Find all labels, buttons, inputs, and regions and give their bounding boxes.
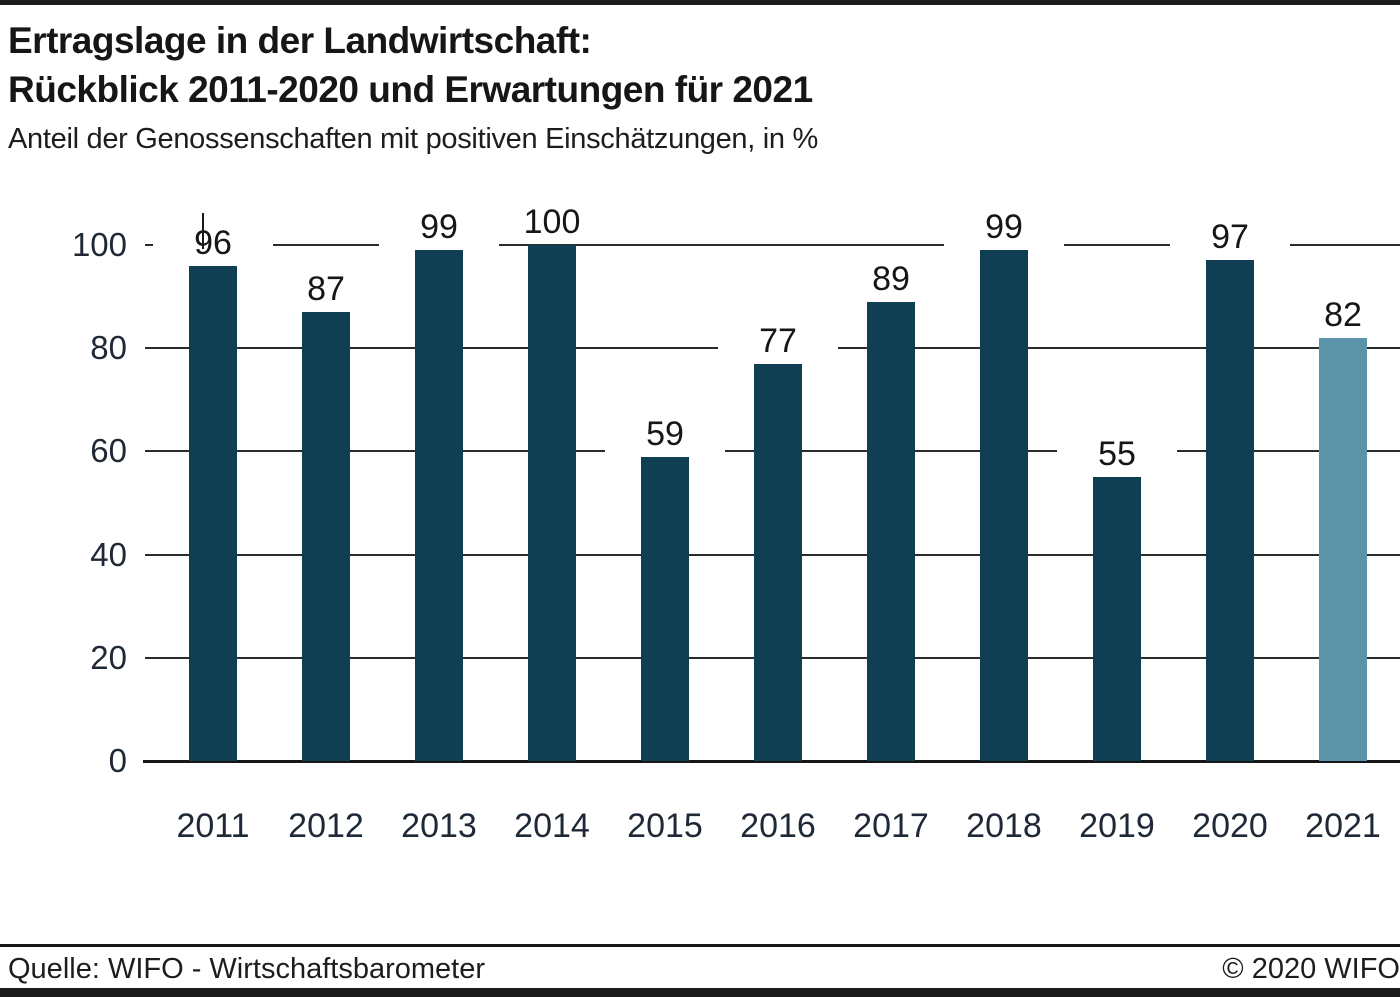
x-tick-label-2015: 2015 xyxy=(627,807,703,845)
bar-2019 xyxy=(1093,477,1141,761)
y-tick-label-0: 0 xyxy=(108,742,127,779)
x-tick-label-2021: 2021 xyxy=(1305,807,1381,845)
chart-header: Ertragslage in der Landwirtschaft: Rückb… xyxy=(8,16,818,156)
top-border-strip xyxy=(0,0,1400,5)
footer-divider-line xyxy=(0,944,1400,947)
chart-title-line-2: Rückblick 2011-2020 und Erwartungen für … xyxy=(8,69,813,110)
y-tick-label-20: 20 xyxy=(90,639,127,676)
x-tick-label-2016: 2016 xyxy=(740,807,816,845)
x-tick-label-2013: 2013 xyxy=(401,807,477,845)
value-label-2018: 99 xyxy=(944,205,1064,249)
gridline-100 xyxy=(145,244,1400,246)
value-label-2015: 59 xyxy=(605,412,725,456)
x-axis-line xyxy=(143,760,1400,763)
bar-2020 xyxy=(1206,260,1254,761)
value-label-2016: 77 xyxy=(718,319,838,363)
render-artifact-line xyxy=(202,213,204,249)
bottom-border-strip xyxy=(0,988,1400,997)
chart-subtitle: Anteil der Genossenschaften mit positive… xyxy=(8,123,818,155)
value-label-2019: 55 xyxy=(1057,432,1177,476)
x-tick-label-2012: 2012 xyxy=(288,807,364,845)
value-label-2014: 100 xyxy=(492,200,612,244)
y-tick-label-100: 100 xyxy=(71,226,127,263)
x-tick-label-2020: 2020 xyxy=(1192,807,1268,845)
value-label-2012: 87 xyxy=(266,267,386,311)
copyright-text: © 2020 WIFO xyxy=(1222,953,1400,985)
y-tick-label-60: 60 xyxy=(90,432,127,469)
value-label-2020: 97 xyxy=(1170,215,1290,259)
x-tick-label-2017: 2017 xyxy=(853,807,929,845)
bar-2014 xyxy=(528,245,576,761)
y-tick-label-40: 40 xyxy=(90,536,127,573)
bar-2015 xyxy=(641,457,689,761)
x-tick-label-2014: 2014 xyxy=(514,807,590,845)
bar-2017 xyxy=(867,302,915,761)
y-tick-label-80: 80 xyxy=(90,329,127,366)
bar-2012 xyxy=(302,312,350,761)
bar-2016 xyxy=(754,364,802,761)
chart-title-line-1: Ertragslage in der Landwirtschaft: xyxy=(8,20,592,61)
value-label-2021: 82 xyxy=(1283,293,1400,337)
x-tick-label-2011: 2011 xyxy=(176,807,250,845)
value-label-2017: 89 xyxy=(831,257,951,301)
bar-2018 xyxy=(980,250,1028,761)
value-label-2011: 96 xyxy=(153,221,273,265)
bar-2021 xyxy=(1319,338,1367,761)
bar-2011 xyxy=(189,266,237,761)
x-tick-label-2018: 2018 xyxy=(966,807,1042,845)
source-text: Quelle: WIFO - Wirtschaftsbarometer xyxy=(8,953,485,985)
bar-2013 xyxy=(415,250,463,761)
value-label-2013: 99 xyxy=(379,205,499,249)
x-tick-label-2019: 2019 xyxy=(1079,807,1155,845)
